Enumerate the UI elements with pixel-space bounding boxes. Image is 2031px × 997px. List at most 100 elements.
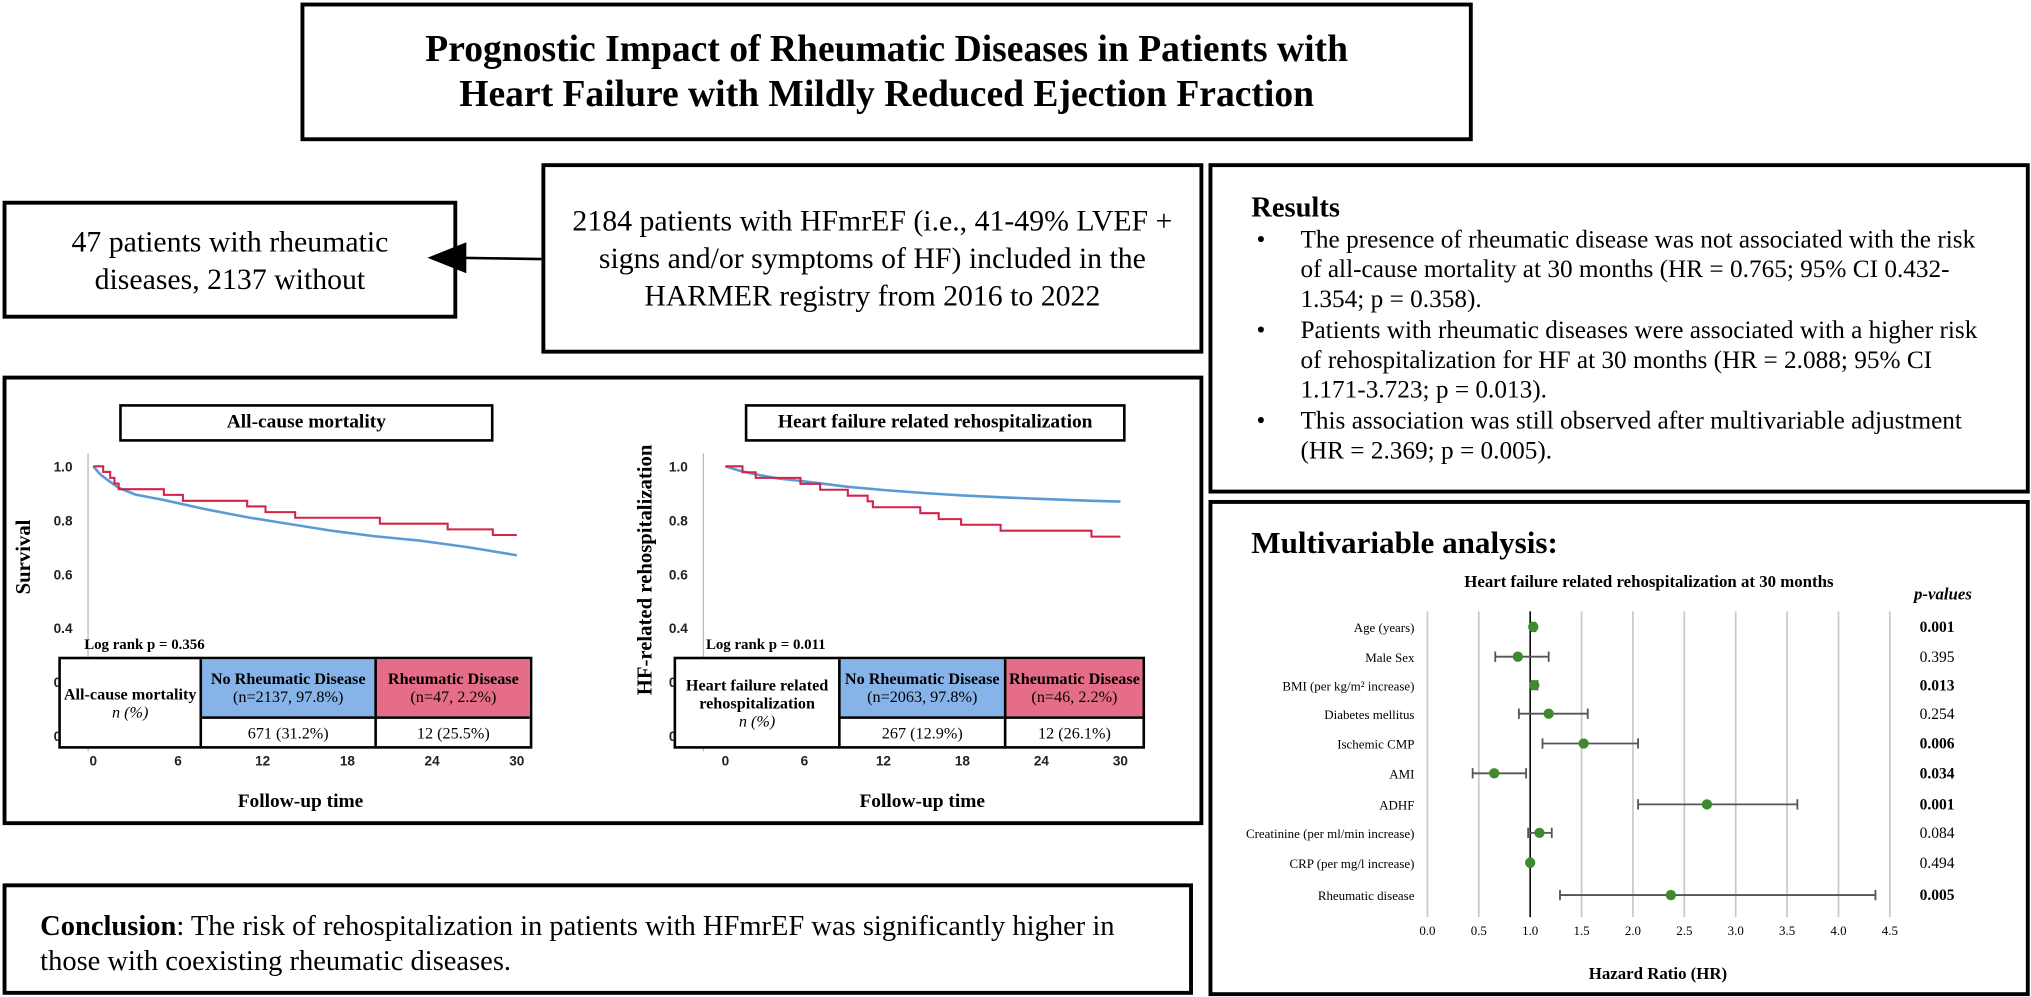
log-rank-annotation: Log rank p = 0.356	[84, 637, 204, 653]
header-no-rheumatic: No Rheumatic Disease (n=2137, 97.8%)	[199, 659, 375, 717]
x-tick-label: 0	[89, 754, 97, 769]
title-box: Prognostic Impact of Rheumatic Diseases …	[300, 2, 1473, 142]
table-row-label: All-cause mortality n (%)	[61, 659, 200, 746]
p-value: 0.084	[1920, 825, 1955, 842]
bullet-text: This association was still observed afte…	[1300, 408, 1962, 466]
group-n: (n=47, 2.2%)	[410, 687, 497, 706]
km-mortality-table: All-cause mortality n (%) No Rheumatic D…	[58, 656, 533, 749]
x-tick-label: 24	[1034, 754, 1050, 769]
events-rheumatic: 12 (26.1%)	[1003, 716, 1143, 747]
title-line-2: Heart Failure with Mildly Reduced Ejecti…	[459, 73, 1315, 115]
forest-row-label: Male Sex	[1365, 650, 1415, 665]
x-tick-label: 2.0	[1625, 923, 1641, 938]
km-mortality-title: All-cause mortality	[119, 404, 494, 442]
bullet-text: Patients with rheumatic diseases were as…	[1300, 317, 1978, 405]
x-tick-label: 0.5	[1471, 923, 1487, 938]
results-bullet: • The presence of rheumatic disease was n…	[1256, 225, 1999, 314]
x-tick-label: 6	[801, 754, 809, 769]
x-tick-label: 12	[876, 754, 892, 769]
row-label-text: Heart failure related rehospitalization	[685, 675, 829, 712]
conclusion-label: Conclusion	[40, 909, 177, 942]
x-tick-label: 0.0	[1419, 923, 1435, 938]
y-tick-label: 1.0	[54, 459, 73, 474]
bullet-icon: •	[1256, 317, 1266, 345]
header-no-rheumatic: No Rheumatic Disease (n=2063, 97.8%)	[838, 659, 1004, 717]
forest-row-label: Age (years)	[1354, 620, 1415, 635]
x-tick-label: 4.0	[1830, 923, 1846, 938]
group-name: No Rheumatic Disease	[210, 669, 366, 688]
hr-point	[1543, 708, 1554, 719]
p-value: 0.395	[1920, 649, 1955, 666]
forest-row-label: Rheumatic disease	[1318, 888, 1415, 903]
forest-row-label: AMI	[1389, 766, 1414, 781]
multivariable-box: Multivariable analysis:	[1208, 499, 2030, 997]
forest-title: Heart failure related rehospitalization …	[1464, 572, 1834, 591]
y-axis-label: HF-related rehospitalization	[635, 444, 657, 695]
x-tick-label: 24	[425, 754, 441, 769]
results-box: Results • The presence of rheumatic disea…	[1208, 163, 2030, 494]
hr-point	[1534, 827, 1545, 839]
results-heading: Results	[1251, 190, 1340, 223]
bullet-icon: •	[1256, 226, 1266, 254]
p-value: 0.005	[1920, 887, 1955, 904]
hr-point	[1529, 680, 1540, 691]
p-value: 0.001	[1920, 797, 1955, 814]
conclusion-text: Conclusion: The risk of rehospitalizatio…	[40, 908, 1167, 978]
multivariable-heading: Multivariable analysis:	[1251, 527, 1558, 561]
series-line-no-rheumatic	[724, 465, 1121, 503]
y-tick-label: 0.4	[54, 621, 73, 636]
pvalue-header: p-values	[1912, 585, 1972, 604]
log-rank-annotation: Log rank p = 0.011	[706, 637, 826, 653]
title-line-1: Prognostic Impact of Rheumatic Diseases …	[425, 27, 1348, 70]
y-tick-label: 0.4	[669, 621, 688, 636]
p-value: 0.001	[1920, 619, 1955, 636]
y-tick-label: 0.8	[669, 513, 688, 528]
group-name: Rheumatic Disease	[1009, 669, 1140, 688]
hr-point	[1701, 799, 1713, 810]
hr-point	[1578, 738, 1589, 749]
x-tick-label: 2.5	[1676, 923, 1692, 938]
x-axis-label: Hazard Ratio (HR)	[1589, 964, 1727, 983]
x-axis-label: Follow-up time	[859, 791, 985, 812]
km-rehosp-table: Heart failure related rehospitalization …	[673, 656, 1146, 749]
group-n: (n=2063, 97.8%)	[867, 687, 978, 706]
table-row-label: Heart failure related rehospitalization …	[676, 659, 838, 746]
km-mortality-chart: 0.00.20.40.60.81.00612182430SurvivalFoll…	[13, 453, 524, 812]
series-line-no-rheumatic	[92, 465, 518, 557]
x-tick-label: 1.0	[1522, 923, 1538, 938]
y-tick-label: 0.6	[54, 567, 73, 582]
forest-row-label: Creatinine (per ml/min increase)	[1246, 826, 1414, 841]
p-value: 0.494	[1920, 855, 1955, 872]
p-value: 0.034	[1920, 765, 1955, 782]
split-text: 47 patients with rheumatic diseases, 213…	[71, 224, 389, 295]
km-panel	[2, 375, 1204, 826]
series-line-rheumatic	[725, 465, 1121, 538]
group-n: (n=2137, 97.8%)	[233, 687, 344, 706]
x-tick-label: 30	[509, 754, 524, 769]
x-tick-label: 12	[255, 754, 271, 769]
y-tick-label: 1.0	[669, 459, 688, 474]
x-tick-label: 3.0	[1728, 923, 1744, 938]
x-tick-label: 4.5	[1882, 923, 1898, 938]
row-label-unit: n (%)	[738, 711, 776, 730]
forest-row-label: ADHF	[1379, 798, 1414, 813]
bullet-text: The presence of rheumatic disease was no…	[1300, 226, 1976, 314]
x-tick-label: 18	[340, 754, 356, 769]
km-rehosp-title: Heart failure related rehospitalization	[744, 404, 1126, 442]
row-label-unit: n (%)	[111, 702, 149, 721]
events-no-rheumatic: 671 (31.2%)	[199, 716, 375, 747]
group-n: (n=46, 2.2%)	[1031, 687, 1118, 706]
y-tick-label: 0.8	[54, 513, 73, 528]
forest-row-label: Ischemic CMP	[1337, 737, 1414, 752]
forest-row-label: Diabetes mellitus	[1324, 707, 1414, 722]
results-bullet: • Patients with rheumatic diseases were a…	[1256, 316, 1999, 405]
forest-row-label: CRP (per mg/l increase)	[1290, 856, 1415, 871]
bullet-icon: •	[1256, 408, 1266, 436]
events-no-rheumatic: 267 (12.9%)	[838, 716, 1004, 747]
hr-point	[1512, 651, 1524, 662]
cohort-box: 2184 patients with HFmrEF (i.e., 41-49% …	[541, 163, 1204, 354]
cohort-text: 2184 patients with HFmrEF (i.e., 41-49% …	[572, 204, 1173, 313]
